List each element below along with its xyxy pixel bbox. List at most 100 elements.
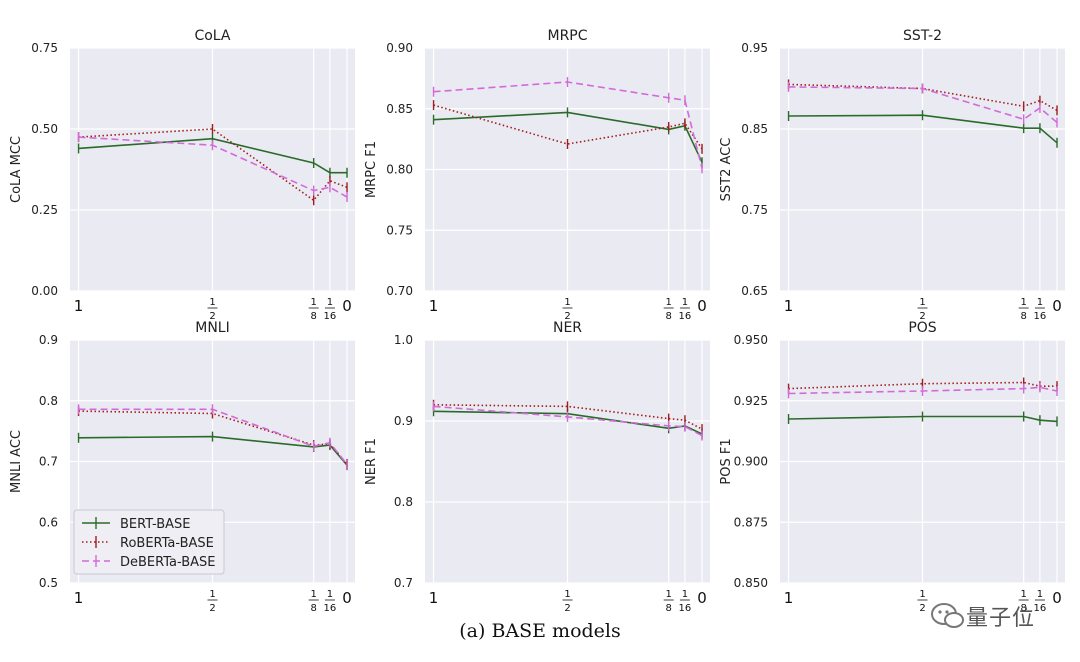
- x-tick-numerator: 1: [919, 297, 925, 308]
- x-tick-label: 1: [429, 589, 439, 607]
- x-tick-denominator: 2: [919, 311, 925, 322]
- y-tick-label: 0.70: [386, 284, 413, 298]
- legend-item: BERT-BASE: [82, 517, 190, 532]
- x-tick-denominator: 16: [1034, 603, 1047, 614]
- x-tick-numerator: 1: [564, 589, 570, 600]
- x-tick-denominator: 16: [679, 311, 692, 322]
- x-tick-denominator: 8: [310, 311, 316, 322]
- x-tick-label: 0: [1052, 589, 1062, 607]
- x-tick-numerator: 1: [665, 589, 671, 600]
- x-tick-denominator: 16: [324, 311, 337, 322]
- series-line: [788, 86, 1058, 124]
- x-tick-numerator: 1: [310, 589, 316, 600]
- legend-item: DeBERTa-BASE: [82, 555, 216, 570]
- watermark-logo-icon: [931, 603, 964, 628]
- x-tick-label: 1: [74, 297, 84, 315]
- series-bert-base: [787, 110, 1058, 148]
- y-axis-label: MNLI ACC: [9, 430, 24, 493]
- series-deberta-base: [787, 382, 1058, 399]
- y-axis-label: POS F1: [719, 438, 734, 484]
- y-tick-label: 0.95: [741, 41, 768, 55]
- y-tick-label: 0.65: [741, 284, 768, 298]
- chart-title: SST-2: [903, 28, 942, 44]
- y-axis-label: SST2 ACC: [719, 138, 734, 202]
- y-tick-label: 0.75: [31, 41, 58, 55]
- series-deberta-base: [787, 81, 1058, 128]
- series-bert-base: [787, 411, 1058, 427]
- series-line: [433, 104, 703, 150]
- x-tick-denominator: 2: [209, 311, 215, 322]
- y-tick-label: 0.7: [394, 576, 413, 590]
- x-tick-numerator: 1: [564, 297, 570, 308]
- y-tick-label: 0.5: [39, 576, 58, 590]
- x-tick-numerator: 1: [310, 297, 316, 308]
- x-tick-label: 0: [1052, 297, 1062, 315]
- x-tick-denominator: 8: [665, 603, 671, 614]
- series-deberta-base: [432, 77, 703, 174]
- y-axis-label: MRPC F1: [364, 141, 379, 198]
- x-tick-denominator: 8: [310, 603, 316, 614]
- x-tick-denominator: 2: [564, 603, 570, 614]
- legend-item: RoBERTa-BASE: [82, 536, 214, 551]
- y-tick-label: 0.75: [386, 223, 413, 237]
- watermark-text: 量子位: [966, 606, 1036, 631]
- x-tick-numerator: 1: [682, 589, 688, 600]
- x-tick-denominator: 8: [665, 311, 671, 322]
- y-tick-label: 0.925: [734, 394, 768, 408]
- y-tick-label: 0.85: [386, 102, 413, 116]
- chart-title: NER: [553, 320, 582, 336]
- y-tick-label: 0.80: [386, 163, 413, 177]
- x-tick-denominator: 2: [919, 603, 925, 614]
- x-tick-numerator: 1: [209, 297, 215, 308]
- y-tick-label: 0.7: [39, 455, 58, 469]
- x-tick-denominator: 2: [564, 311, 570, 322]
- y-tick-label: 0.900: [734, 455, 768, 469]
- x-tick-denominator: 16: [1034, 311, 1047, 322]
- y-tick-label: 0.25: [31, 203, 58, 217]
- legend-label: DeBERTa-BASE: [120, 555, 216, 570]
- x-tick-label: 1: [429, 297, 439, 315]
- x-tick-numerator: 1: [682, 297, 688, 308]
- x-tick-denominator: 8: [1020, 603, 1026, 614]
- x-tick-denominator: 16: [324, 603, 337, 614]
- x-tick-label: 1: [74, 589, 84, 607]
- y-tick-label: 1.0: [394, 333, 413, 347]
- x-tick-numerator: 1: [1037, 297, 1043, 308]
- y-tick-label: 0.90: [386, 41, 413, 55]
- y-tick-label: 0.85: [741, 122, 768, 136]
- y-tick-label: 0.875: [734, 515, 768, 529]
- y-tick-label: 0.8: [394, 495, 413, 509]
- y-tick-label: 0.9: [394, 414, 413, 428]
- x-tick-denominator: 8: [1020, 311, 1026, 322]
- x-tick-label: 0: [697, 297, 707, 315]
- series-line: [78, 128, 348, 202]
- chart-title: POS: [908, 320, 936, 336]
- chart-title: MRPC: [547, 28, 587, 44]
- series-deberta-base: [77, 404, 348, 470]
- y-tick-label: 0.50: [31, 122, 58, 136]
- x-tick-label: 1: [784, 297, 794, 315]
- x-tick-denominator: 2: [209, 603, 215, 614]
- x-tick-numerator: 1: [209, 589, 215, 600]
- x-tick-label: 1: [784, 589, 794, 607]
- x-tick-numerator: 1: [665, 297, 671, 308]
- series-deberta-base: [432, 401, 703, 441]
- chart-title: MNLI: [195, 320, 229, 336]
- x-tick-label: 0: [342, 297, 352, 315]
- y-tick-label: 0.9: [39, 333, 58, 347]
- y-tick-label: 0.850: [734, 576, 768, 590]
- x-tick-label: 0: [697, 589, 707, 607]
- series-deberta-base: [77, 132, 348, 203]
- series-line: [433, 404, 703, 430]
- x-tick-numerator: 1: [1020, 297, 1026, 308]
- y-tick-label: 0.8: [39, 394, 58, 408]
- y-tick-label: 0.950: [734, 333, 768, 347]
- x-tick-numerator: 1: [1020, 589, 1026, 600]
